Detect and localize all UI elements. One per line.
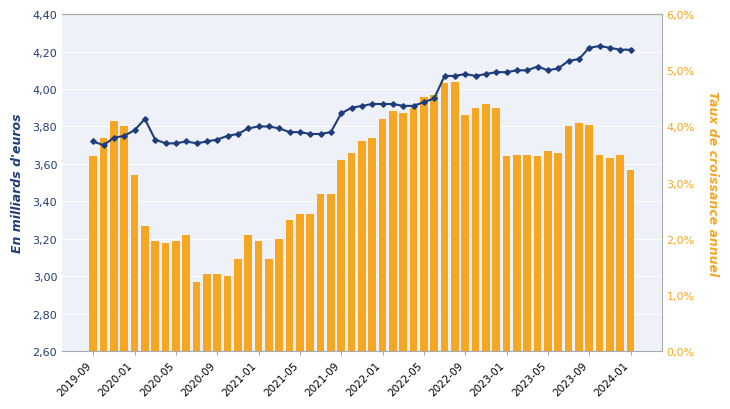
Bar [120, 127, 128, 351]
Bar [193, 282, 201, 351]
Bar [89, 157, 97, 351]
Bar [161, 243, 169, 351]
Bar [99, 138, 107, 351]
Bar [223, 276, 231, 351]
Bar [482, 105, 490, 351]
Bar [389, 112, 396, 351]
Bar [430, 95, 438, 351]
Bar [213, 275, 221, 351]
Bar [151, 241, 159, 351]
Bar [606, 159, 614, 351]
Bar [307, 215, 314, 351]
Bar [616, 155, 624, 351]
Bar [503, 157, 510, 351]
Bar [131, 176, 139, 351]
Bar [523, 155, 531, 351]
Bar [492, 108, 500, 351]
Bar [410, 108, 418, 351]
Bar [461, 116, 469, 351]
Bar [544, 151, 552, 351]
Bar [203, 275, 211, 351]
Bar [534, 157, 542, 351]
Bar [441, 84, 448, 351]
Y-axis label: En milliards d'euros: En milliards d'euros [11, 114, 24, 253]
Bar [420, 97, 428, 351]
Bar [513, 155, 520, 351]
Bar [110, 121, 118, 351]
Bar [245, 236, 252, 351]
Bar [275, 239, 283, 351]
Bar [285, 220, 293, 351]
Bar [585, 125, 593, 351]
Bar [337, 161, 345, 351]
Bar [141, 226, 149, 351]
Bar [296, 215, 304, 351]
Bar [596, 155, 604, 351]
Bar [565, 127, 572, 351]
Bar [575, 124, 583, 351]
Bar [369, 138, 376, 351]
Bar [327, 194, 335, 351]
Bar [172, 241, 180, 351]
Y-axis label: Taux de croissance annuel: Taux de croissance annuel [706, 91, 719, 276]
Bar [554, 153, 562, 351]
Bar [399, 114, 407, 351]
Bar [265, 260, 273, 351]
Bar [255, 241, 262, 351]
Bar [472, 108, 480, 351]
Bar [347, 153, 356, 351]
Bar [626, 170, 634, 351]
Bar [379, 120, 386, 351]
Bar [358, 142, 366, 351]
Bar [182, 236, 190, 351]
Bar [317, 194, 324, 351]
Bar [451, 82, 458, 351]
Bar [234, 260, 242, 351]
